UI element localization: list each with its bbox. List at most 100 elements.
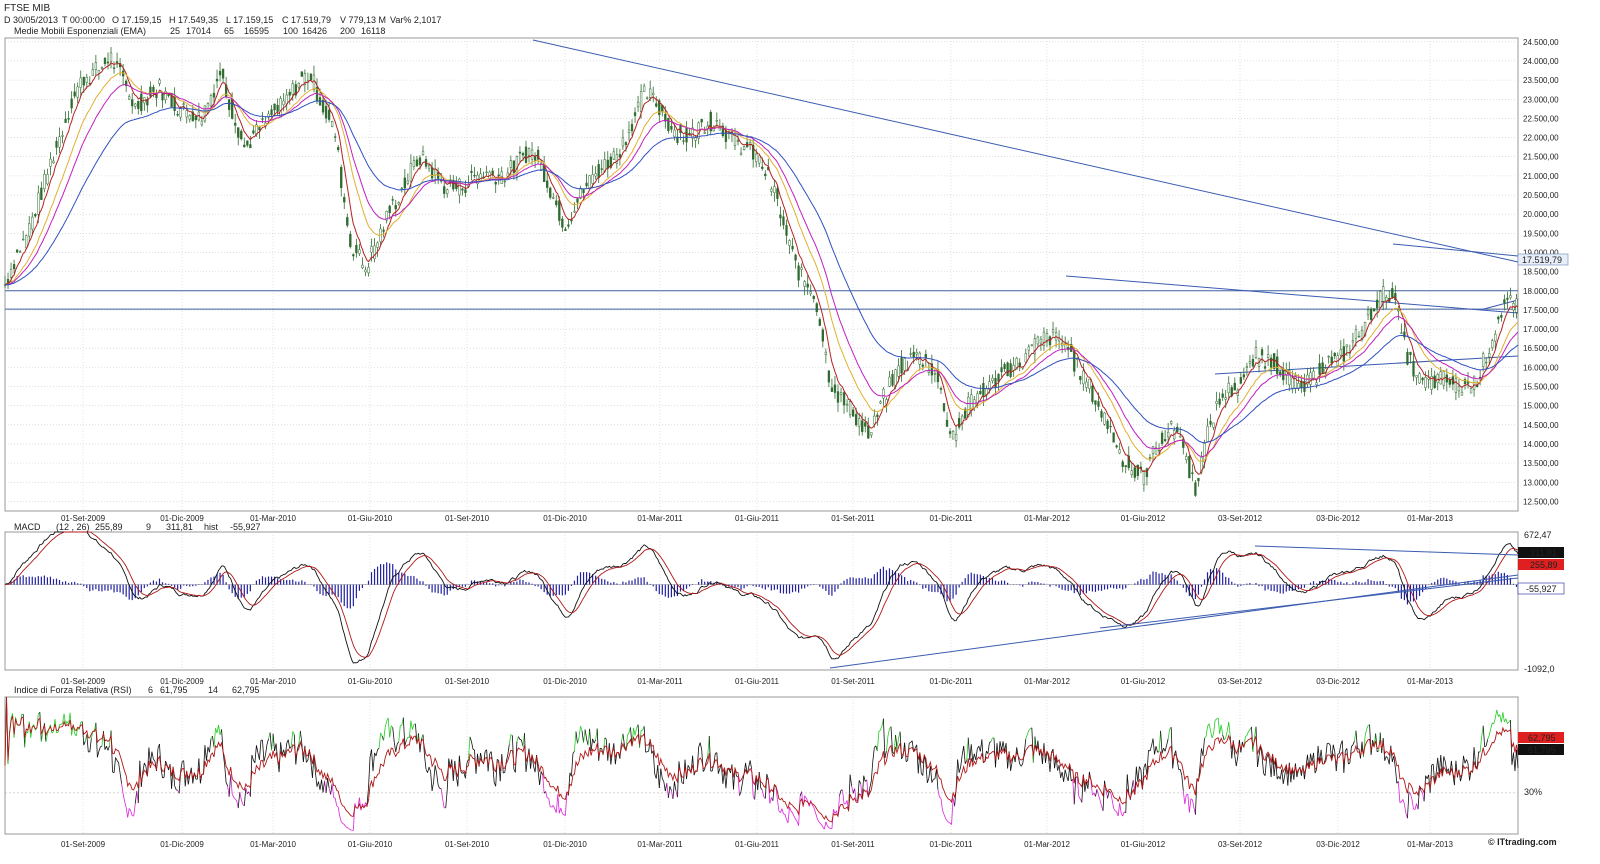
quote-time: T 00:00:00 [62, 15, 105, 25]
candle-body [1497, 316, 1500, 320]
ema-25-value: 17014 [186, 26, 211, 36]
quote-open: O 17.159,15 [112, 15, 162, 25]
candle-body [61, 135, 64, 137]
candle-body [1073, 350, 1076, 372]
candle-body [1006, 362, 1009, 377]
rsi-6-segment [405, 737, 409, 741]
rsi-6-segment [1351, 744, 1354, 747]
candle-body [1339, 349, 1342, 356]
candle-body [491, 170, 494, 175]
candle-body [1197, 477, 1200, 482]
rsi-6-segment [1499, 714, 1502, 723]
rsi-6-segment [350, 829, 352, 831]
rsi-6-segment [89, 738, 92, 752]
rsi-6-segment [1020, 763, 1024, 767]
candle-body [1394, 293, 1397, 300]
rsi-6-segment [134, 790, 138, 804]
rsi-6-segment [823, 821, 827, 830]
candle-body [561, 218, 564, 228]
rsi-6-segment [630, 727, 633, 746]
rsi-6-segment [1290, 768, 1293, 783]
candle-body [1221, 393, 1224, 398]
rsi-6-segment [1404, 803, 1407, 814]
candle-body [624, 142, 628, 146]
candle-body [552, 197, 555, 199]
candle-body [1382, 286, 1385, 302]
candle-body [1191, 472, 1194, 474]
candle-body [736, 140, 740, 142]
candle-body [140, 93, 143, 112]
rsi-6-segment [1494, 709, 1498, 719]
candle-body [709, 112, 712, 132]
candle-body [1154, 447, 1158, 455]
rsi-6-segment [946, 820, 949, 823]
rsi-6-segment [713, 753, 716, 765]
price-tick-label: 19.500,00 [1523, 229, 1559, 238]
rsi-6-segment [1385, 756, 1389, 759]
ema-100-value: 16426 [302, 26, 327, 36]
candle-body [864, 422, 867, 427]
rsi-6-segment [1432, 764, 1436, 784]
candle-body [1457, 385, 1461, 392]
rsi-6-segment [348, 828, 351, 830]
price-tick-label: 12.500,00 [1523, 497, 1559, 506]
rsi-6-segment [1176, 760, 1180, 770]
candle-body [309, 73, 313, 81]
rsi-6-segment [469, 736, 472, 742]
candle-body [385, 211, 388, 221]
candle-body [100, 67, 104, 69]
rsi-6-segment [1314, 769, 1317, 774]
candle-body [343, 197, 346, 203]
candle-body [682, 140, 685, 142]
candle-body [521, 153, 525, 156]
rsi-6-segment [1281, 769, 1284, 784]
candle-body [1494, 333, 1497, 342]
candle-body [855, 414, 858, 426]
rsi-6-segment [290, 731, 294, 747]
rsi-6-segment [310, 762, 313, 778]
rsi-6-segment [1443, 756, 1446, 762]
rsi-6-segment [884, 750, 887, 758]
rsi-6-segment [505, 754, 509, 762]
candle-body [1385, 296, 1388, 302]
rsi-6-segment [1338, 744, 1342, 754]
x-tick-label: 01-Dic-2011 [930, 677, 974, 686]
x-tick-label: 03-Dic-2012 [1316, 677, 1360, 686]
candle-body [73, 91, 76, 97]
candle-body [1460, 391, 1464, 396]
candle-body [1185, 456, 1188, 460]
candle-body [1079, 376, 1082, 380]
x-tick-label: 01-Mar-2011 [637, 677, 683, 686]
rsi-14-box [1518, 732, 1564, 743]
rsi-6-segment [65, 721, 68, 725]
rsi-6-segment [160, 768, 163, 779]
rsi-6-segment [622, 733, 625, 746]
rsi-6-segment [1028, 728, 1031, 731]
x-tick-label: 01-Set-2010 [445, 514, 490, 523]
candle-body [137, 100, 140, 109]
candle-body [1015, 357, 1018, 370]
rsi-6-segment [106, 746, 109, 751]
rsi-6-segment [1222, 734, 1225, 741]
candle-body [806, 283, 809, 288]
candle-body [1070, 344, 1073, 352]
candle-body [667, 117, 670, 131]
ema-200-period: 200 [340, 26, 355, 36]
x-tick-label: 03-Set-2012 [1218, 514, 1263, 523]
ema-25-line [4, 61, 1519, 475]
candle-body [106, 61, 110, 64]
rsi-6-segment [555, 794, 559, 813]
rsi-6-segment [1488, 728, 1492, 736]
candle-body [1009, 363, 1012, 377]
rsi-6-segment [1069, 766, 1072, 782]
candle-body [848, 401, 852, 416]
rsi-6-segment [948, 821, 951, 824]
rsi-6-segment [127, 808, 130, 818]
rsi-6-segment [1108, 791, 1111, 793]
quote-close: C 17.519,79 [282, 15, 331, 25]
rsi-6-segment [893, 735, 896, 755]
candle-body [621, 137, 625, 147]
rsi-6-segment [1167, 729, 1171, 739]
candle-body [815, 303, 818, 313]
rsi-6-segment [775, 787, 778, 800]
